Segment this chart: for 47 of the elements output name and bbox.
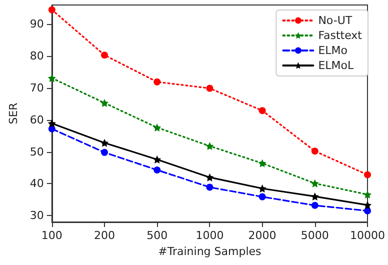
legend-label: Fasttext — [318, 29, 363, 42]
point — [206, 84, 214, 92]
point — [48, 74, 56, 82]
point — [311, 148, 318, 155]
point — [364, 171, 372, 178]
point — [153, 124, 162, 132]
x-tick-label: 10000 — [350, 229, 386, 242]
point — [311, 202, 318, 209]
point — [258, 107, 266, 114]
legend-label: ELMo — [318, 44, 348, 57]
x-tick-label: 2000 — [248, 229, 276, 242]
point — [310, 192, 319, 200]
point — [310, 179, 319, 188]
y-axis-title: SER — [7, 102, 20, 124]
point — [154, 78, 161, 86]
y-tick-label: 70 — [30, 81, 44, 94]
point — [258, 193, 266, 200]
point — [101, 52, 108, 59]
point — [206, 142, 214, 150]
point — [48, 6, 56, 14]
point — [100, 98, 108, 107]
point — [153, 155, 162, 164]
y-tick-label: 60 — [30, 113, 44, 126]
x-tick-label: 1000 — [196, 229, 224, 242]
point — [258, 159, 266, 168]
point — [364, 201, 372, 210]
point — [206, 184, 214, 191]
point — [101, 148, 108, 156]
x-axis-title: #Training Samples — [158, 244, 262, 258]
y-tick-label: 30 — [30, 209, 44, 222]
point — [364, 190, 372, 199]
x-tick-label: 100 — [41, 229, 62, 242]
x-tick-label: 500 — [146, 229, 168, 242]
y-tick-label: 40 — [30, 177, 44, 190]
legend-label: ELMoL — [318, 59, 354, 72]
point — [364, 207, 372, 214]
y-tick-label: 80 — [30, 50, 44, 63]
point — [48, 119, 56, 128]
x-tick-label: 5000 — [300, 229, 329, 242]
point — [154, 166, 161, 174]
point — [100, 138, 108, 147]
y-tick-label: 90 — [30, 18, 44, 31]
y-tick-label: 50 — [30, 145, 44, 158]
point — [258, 184, 266, 192]
legend-label: No-UT — [318, 14, 352, 27]
point — [206, 173, 214, 182]
x-tick-label: 200 — [94, 229, 115, 242]
